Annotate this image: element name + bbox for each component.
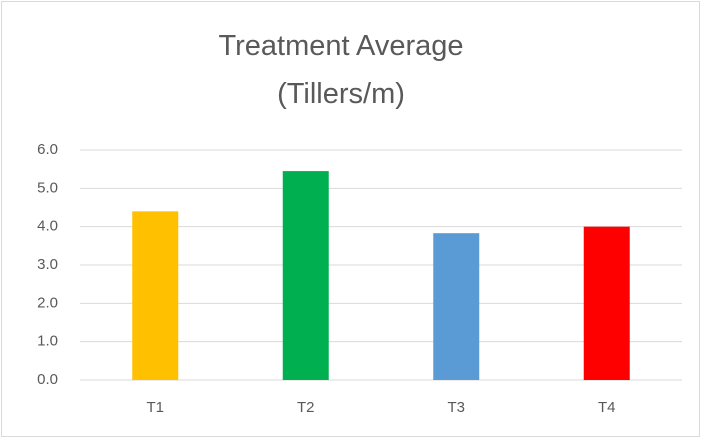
bar [132, 211, 179, 380]
bar [583, 226, 630, 380]
y-tick-label: 5.0 [37, 179, 58, 196]
y-tick-label: 4.0 [37, 218, 58, 235]
y-tick-label: 1.0 [37, 333, 58, 350]
x-tick-label: T4 [598, 399, 616, 416]
x-tick-label: T3 [447, 399, 465, 416]
y-tick-label: 0.0 [37, 371, 58, 388]
bar [282, 171, 329, 380]
y-tick-label: 2.0 [37, 294, 58, 311]
x-tick-label: T1 [146, 399, 164, 416]
y-tick-label: 3.0 [37, 256, 58, 273]
y-tick-label: 6.0 [37, 141, 58, 158]
chart-title: Treatment Average (Tillers/m) [218, 30, 464, 110]
chart-border [1, 1, 700, 437]
x-tick-label: T2 [297, 399, 315, 416]
bar [433, 233, 480, 380]
